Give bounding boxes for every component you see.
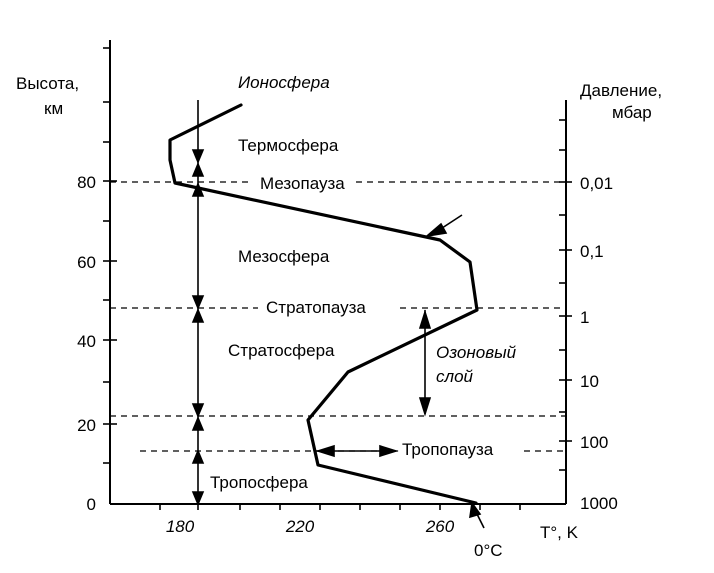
- right-tick-label: 100: [580, 433, 608, 452]
- thermosphere-label: Термосфера: [238, 136, 339, 155]
- right-tick-label: 1000: [580, 494, 618, 513]
- right-tick-label: 10: [580, 372, 599, 391]
- left-tick-label: 20: [77, 416, 96, 435]
- mesosphere-label: Мезосфера: [238, 247, 330, 266]
- troposphere-label: Тропосфера: [210, 473, 308, 492]
- layer-arrows: [191, 100, 205, 507]
- left-tick-label: 60: [77, 253, 96, 272]
- temperature-profile-line: [168, 103, 479, 505]
- bottom-tick-label: 260: [425, 517, 455, 536]
- tropopause-arrow: [315, 444, 399, 458]
- right-axis-title-line2: мбар: [612, 103, 652, 122]
- ozone-layer-arrow: [418, 309, 432, 417]
- ionosphere-label: Ионосфера: [238, 73, 330, 92]
- right-axis-title-line1: Давление,: [580, 81, 662, 100]
- left-tick-label: 80: [77, 173, 96, 192]
- bottom-tick-label: 180: [166, 517, 195, 536]
- left-tick-label: 40: [77, 332, 96, 351]
- temperature-unit-label: T°, K: [540, 523, 579, 542]
- left-axis-ticks: [103, 47, 117, 464]
- zero-celsius-arrow: [469, 500, 485, 529]
- mesopause-label: Мезопауза: [260, 174, 345, 193]
- bottom-tick-label: 220: [285, 517, 315, 536]
- stratopause-label: Стратопауза: [266, 298, 366, 317]
- ozone-label-line2: слой: [436, 367, 474, 386]
- curve-pointer-arrow: [424, 214, 463, 238]
- left-tick-label: 0: [87, 495, 96, 514]
- right-tick-label: 0,1: [580, 242, 604, 261]
- stratosphere-label: Стратосфера: [228, 341, 335, 360]
- right-tick-label: 0,01: [580, 174, 613, 193]
- tropopause-label: Тропопауза: [402, 440, 494, 459]
- left-axis-title-line2: км: [44, 99, 63, 118]
- ozone-label-line1: Озоновый: [436, 343, 517, 362]
- left-axis-title-line1: Высота,: [16, 74, 79, 93]
- zero-celsius-label: 0°C: [474, 541, 503, 560]
- bottom-axis-ticks: [159, 504, 521, 510]
- right-tick-label: 1: [580, 308, 589, 327]
